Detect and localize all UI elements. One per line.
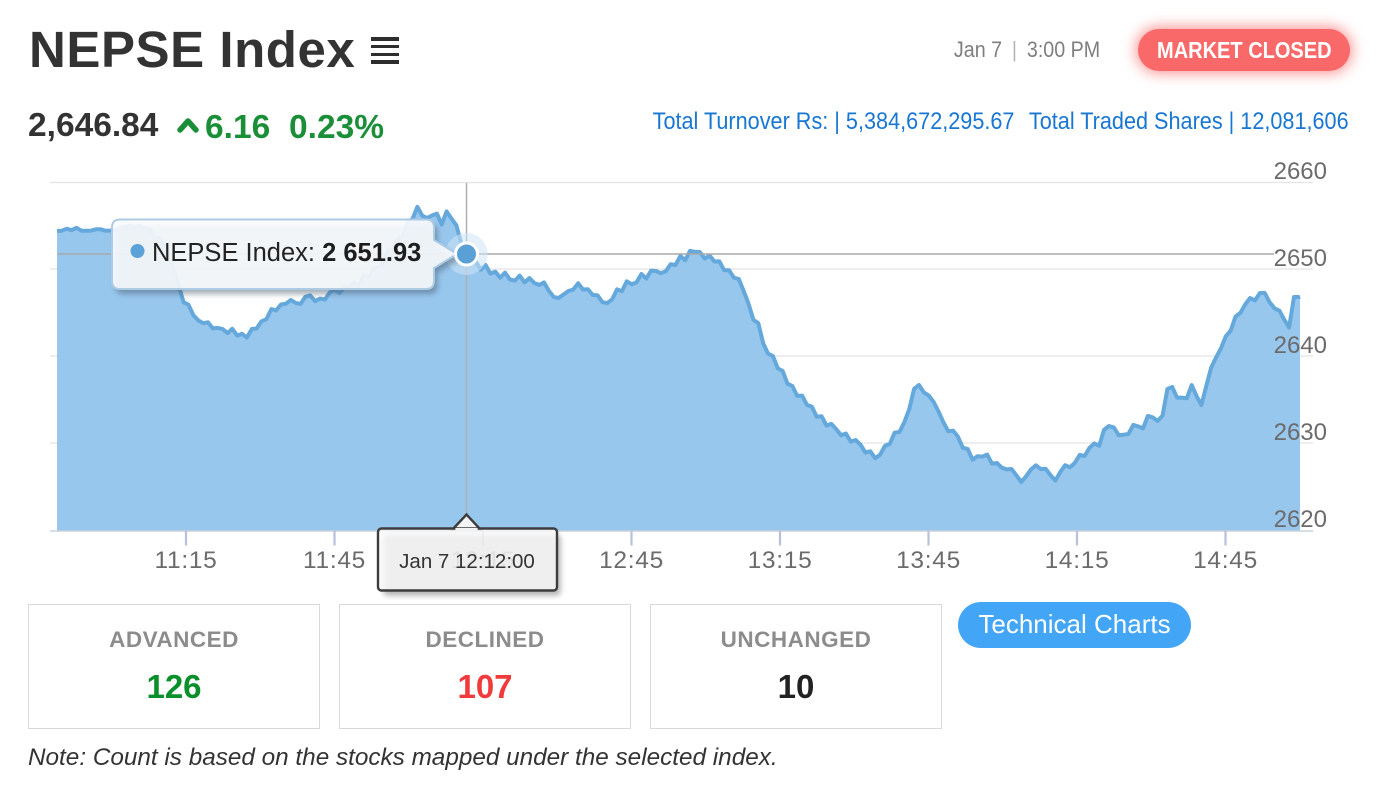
svg-text:14:15: 14:15 <box>1045 547 1110 574</box>
svg-text:12:45: 12:45 <box>599 547 664 574</box>
svg-text:2650: 2650 <box>1274 245 1327 272</box>
svg-text:11:45: 11:45 <box>303 547 366 574</box>
svg-text:2640: 2640 <box>1274 332 1327 359</box>
svg-text:2630: 2630 <box>1274 419 1327 446</box>
svg-text:13:45: 13:45 <box>896 547 961 574</box>
svg-text:13:15: 13:15 <box>748 547 813 574</box>
svg-text:2620: 2620 <box>1274 506 1327 533</box>
svg-text:NEPSE Index: 2 651.93: NEPSE Index: 2 651.93 <box>152 239 421 267</box>
svg-text:Jan 7 12:12:00: Jan 7 12:12:00 <box>399 550 535 573</box>
svg-text:2660: 2660 <box>1274 158 1327 185</box>
svg-text:14:45: 14:45 <box>1193 547 1258 574</box>
svg-text:11:15: 11:15 <box>155 547 218 574</box>
